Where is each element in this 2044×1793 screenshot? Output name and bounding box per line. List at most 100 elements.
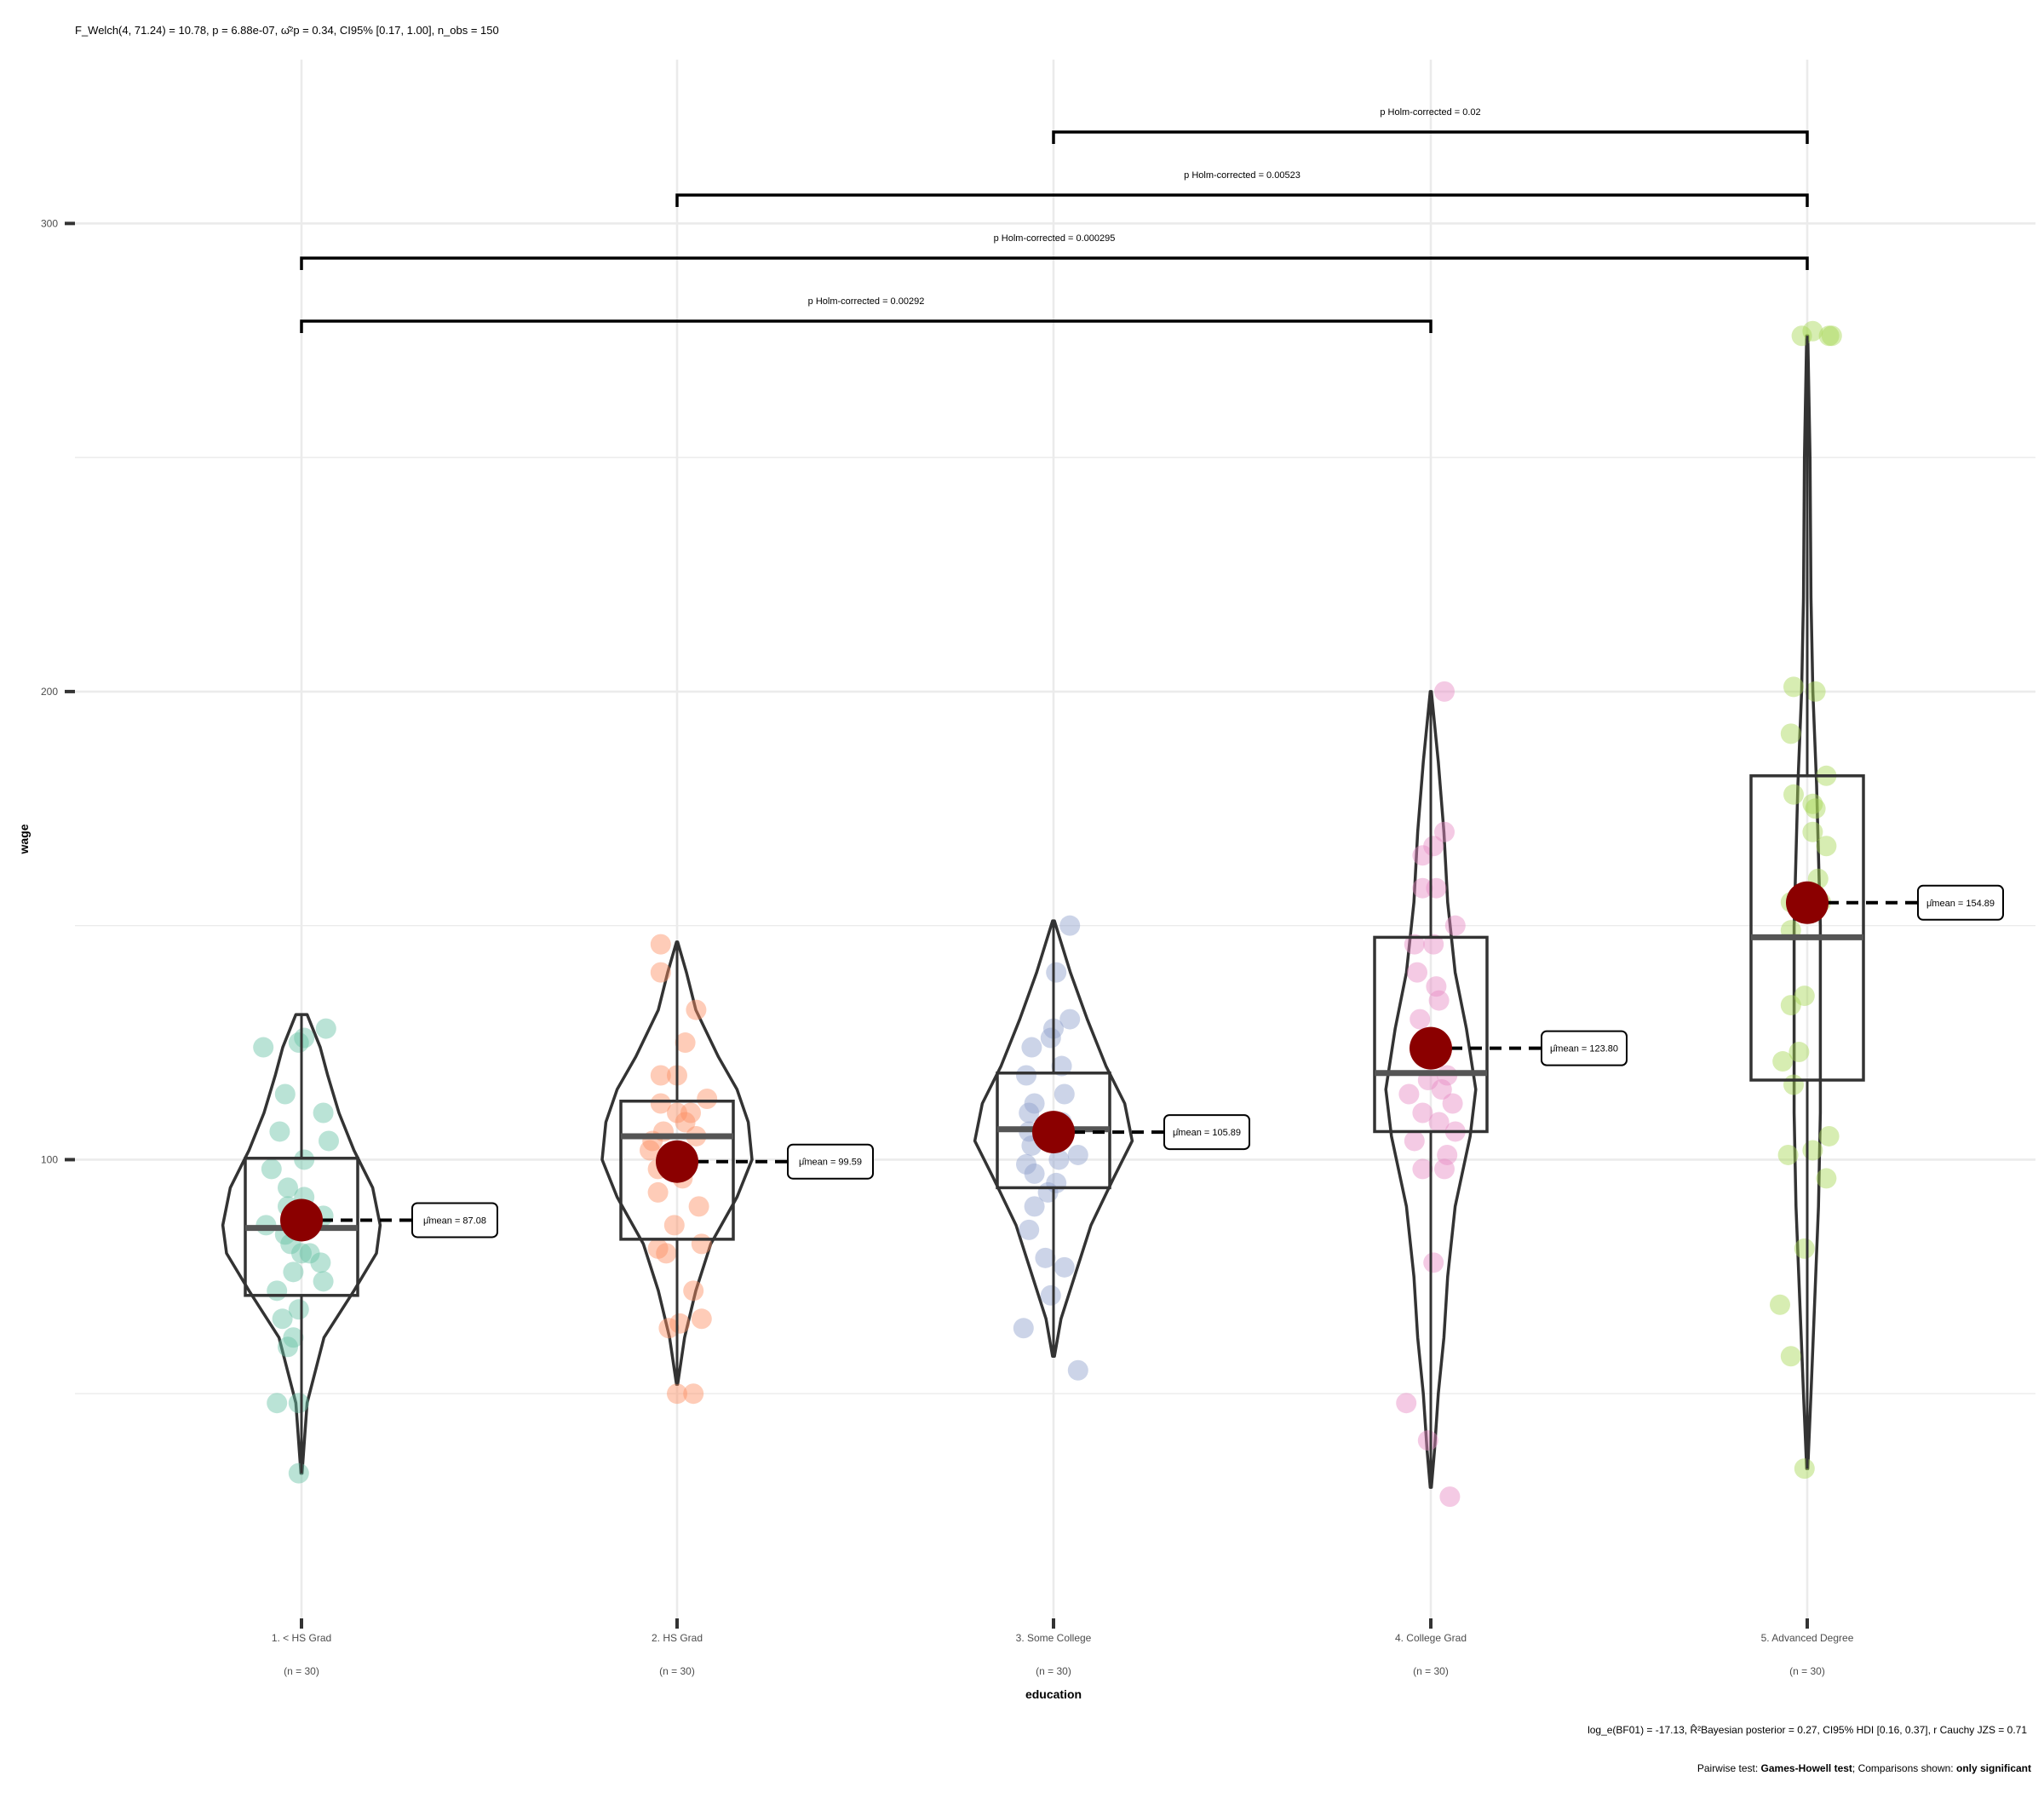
data-point — [315, 1018, 336, 1039]
data-point — [274, 1083, 296, 1105]
data-point — [1019, 1219, 1040, 1240]
pairwise-label: p Holm-corrected = 0.00523 — [1184, 170, 1300, 181]
data-point — [680, 1102, 701, 1123]
x-count-label: (n = 30) — [284, 1665, 319, 1677]
mean-label-box — [411, 1202, 498, 1238]
pairwise-label: p Holm-corrected = 0.000295 — [994, 233, 1116, 244]
mean-point-3 — [1032, 1111, 1075, 1154]
caption-bayes: log_e(BF01) = -17.13, R̂²Bayesian poster… — [1588, 1723, 2027, 1736]
data-point — [1818, 1125, 1840, 1146]
data-point — [1412, 877, 1433, 899]
caption-pairwise-part: Pairwise test: — [1697, 1762, 1761, 1774]
data-point — [1054, 1256, 1075, 1278]
data-point — [1428, 990, 1450, 1011]
data-point — [1444, 915, 1466, 936]
data-point — [683, 1383, 704, 1405]
data-point — [1794, 986, 1815, 1007]
caption-pairwise: Pairwise test: Games-Howell test; Compar… — [1697, 1762, 2031, 1774]
data-points — [253, 320, 1842, 1508]
data-point — [1021, 1037, 1042, 1058]
data-point — [1035, 1247, 1056, 1268]
data-point — [313, 1271, 334, 1292]
data-point — [1783, 784, 1804, 805]
data-point — [1016, 1065, 1036, 1086]
data-point — [1059, 1009, 1081, 1030]
data-point — [1024, 1196, 1045, 1217]
violin-2 — [600, 940, 754, 1386]
data-point — [1783, 1074, 1804, 1095]
data-point — [1417, 1430, 1438, 1451]
x-count-label: (n = 30) — [1789, 1665, 1825, 1677]
box-2 — [619, 1099, 735, 1241]
subtitle: F_Welch(4, 71.24) = 10.78, p = 6.88e-07,… — [75, 24, 499, 37]
data-point — [283, 1261, 304, 1283]
caption-pairwise-part: ; Comparisons shown: — [1852, 1762, 1956, 1774]
data-point — [1423, 1252, 1444, 1273]
pairwise-bracket — [300, 256, 1809, 270]
pairwise-label: p Holm-corrected = 0.02 — [1380, 107, 1480, 118]
data-point — [299, 1243, 320, 1264]
data-point — [1816, 1168, 1837, 1189]
data-point — [667, 1383, 687, 1405]
data-point — [1016, 1153, 1036, 1175]
pairwise-label: p Holm-corrected = 0.00292 — [808, 296, 925, 307]
mean-label-box — [1541, 1030, 1628, 1066]
data-point — [1013, 1318, 1034, 1339]
data-point — [313, 1102, 334, 1123]
data-point — [1434, 821, 1455, 842]
data-point — [261, 1158, 282, 1180]
mean-label-box — [787, 1143, 874, 1180]
data-point — [1805, 681, 1826, 702]
mean-label-5: μ̂mean = 154.89 — [1926, 899, 1995, 909]
data-point — [278, 1177, 298, 1198]
boxplots — [244, 336, 1865, 1488]
data-point — [1410, 1009, 1431, 1030]
data-point — [310, 1252, 331, 1273]
data-point — [650, 1065, 671, 1086]
data-point — [253, 1037, 274, 1058]
data-point — [1821, 325, 1842, 347]
x-count-label: (n = 30) — [1413, 1665, 1449, 1677]
data-point — [319, 1130, 339, 1152]
data-point — [1794, 1458, 1815, 1480]
x-axis-title: education — [1025, 1687, 1082, 1701]
pairwise-bracket — [1052, 130, 1809, 144]
x-tick-label: 4. College Grad — [1395, 1632, 1467, 1644]
data-point — [1412, 845, 1433, 866]
data-point — [278, 1336, 298, 1358]
data-point — [1412, 1102, 1433, 1123]
data-point — [288, 1032, 309, 1054]
data-point — [1431, 1079, 1452, 1101]
data-point — [663, 1215, 685, 1236]
data-point — [1067, 1359, 1088, 1381]
y-axis-title: wage — [17, 824, 31, 854]
x-tick-label: 3. Some College — [1016, 1632, 1092, 1644]
data-point — [1404, 934, 1425, 955]
data-point — [1404, 1130, 1425, 1152]
data-point — [288, 1463, 309, 1484]
data-point — [1024, 1093, 1045, 1114]
data-point — [1439, 1486, 1461, 1508]
box-5 — [1749, 774, 1865, 1082]
data-point — [650, 962, 671, 983]
data-point — [697, 1089, 718, 1109]
mean-label-box — [1163, 1114, 1250, 1151]
x-tick-label: 2. HS Grad — [652, 1632, 703, 1644]
data-point — [1019, 1102, 1040, 1123]
data-point — [691, 1308, 712, 1330]
annotations: F_Welch(4, 71.24) = 10.78, p = 6.88e-07,… — [75, 24, 2031, 1774]
data-point — [283, 1327, 304, 1348]
data-point — [656, 1243, 677, 1264]
caption-pairwise-part: only significant — [1956, 1762, 2031, 1774]
data-point — [1054, 1083, 1075, 1105]
data-point — [1059, 915, 1081, 936]
data-point — [272, 1308, 293, 1330]
data-point — [1396, 1393, 1417, 1414]
data-point — [1805, 798, 1826, 819]
data-point — [267, 1280, 288, 1302]
data-point — [688, 1196, 709, 1217]
data-point — [1802, 821, 1823, 842]
means: μ̂mean = 87.08 μ̂mean = 99.59 μ̂mean = 105… — [280, 881, 2004, 1242]
